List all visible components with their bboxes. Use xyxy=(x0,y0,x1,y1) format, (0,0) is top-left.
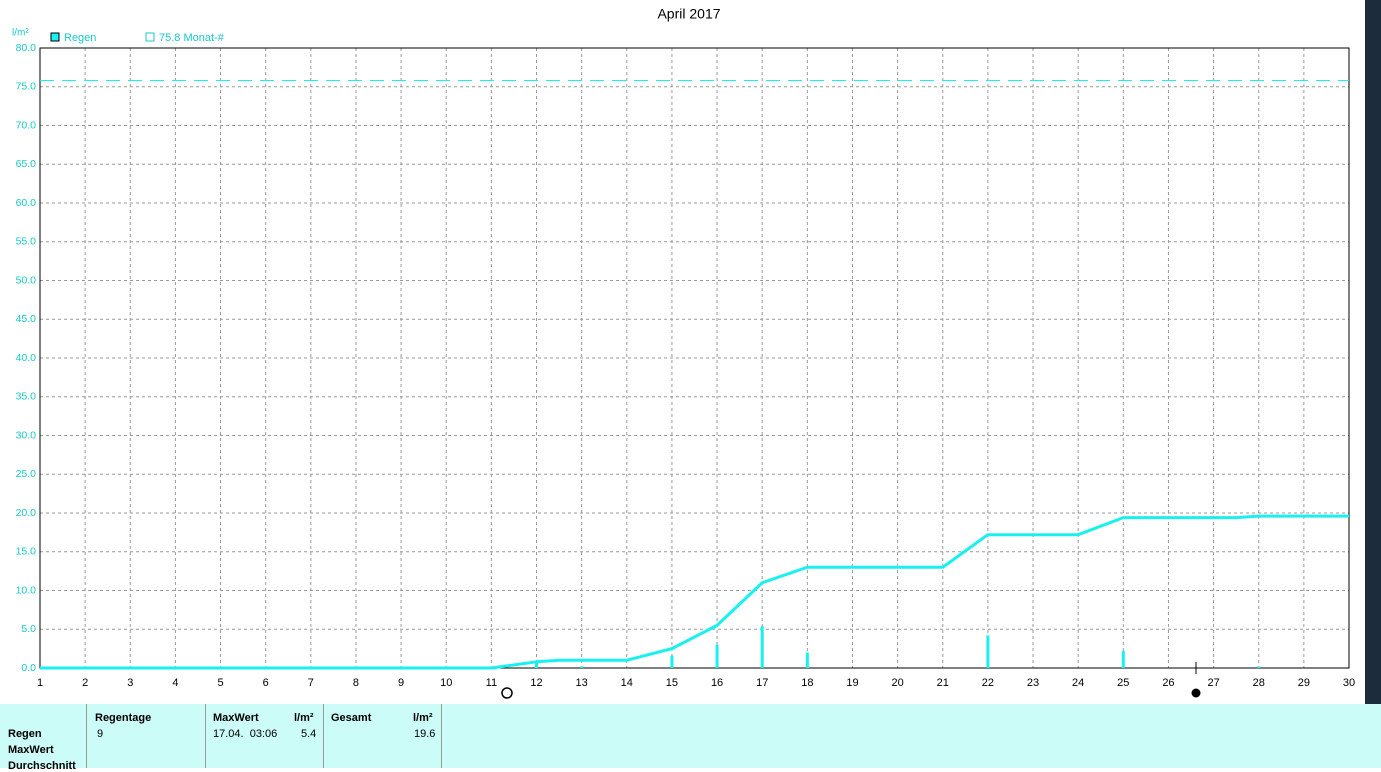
x-tick-label: 5 xyxy=(217,677,223,689)
bar xyxy=(986,635,990,668)
x-tick-label: 17 xyxy=(756,677,768,689)
bar xyxy=(535,661,539,668)
bar xyxy=(760,626,764,668)
x-tick-label: 12 xyxy=(530,677,542,689)
x-tick-label: 16 xyxy=(711,677,723,689)
legend-swatch xyxy=(145,32,155,42)
window-edge xyxy=(1365,0,1381,704)
y-tick-label: 5.0 xyxy=(21,623,36,635)
y-tick-label: 80.0 xyxy=(16,42,37,54)
y-tick-label: 60.0 xyxy=(16,197,37,209)
x-tick-label: 20 xyxy=(891,677,903,689)
x-tick-label: 13 xyxy=(576,677,588,689)
x-tick-label: 27 xyxy=(1207,677,1219,689)
bar xyxy=(715,644,719,668)
x-tick-label: 8 xyxy=(353,677,359,689)
chart: April 2017 l/m² Regen 75.8 Monat-# 0.0 5.… xyxy=(12,0,1381,704)
x-tick-label: 11 xyxy=(486,677,497,689)
bar xyxy=(670,655,674,668)
legend-swatch xyxy=(50,32,60,42)
y-axis-label: l/m² xyxy=(12,28,29,39)
bar xyxy=(1121,650,1125,668)
column-header: Gesamt xyxy=(331,712,372,724)
x-tick-label: 28 xyxy=(1253,677,1265,689)
stats-panel: Regen MaxWert Durchschnitt Regentage Max… xyxy=(0,704,1381,772)
x-tick-label: 23 xyxy=(1027,677,1039,689)
y-tick-label: 35.0 xyxy=(16,391,37,403)
x-tick-label: 30 xyxy=(1343,677,1355,689)
x-tick-label: 22 xyxy=(982,677,994,689)
y-tick-label: 30.0 xyxy=(16,429,37,441)
y-tick-label: 40.0 xyxy=(16,352,37,364)
chart-title: April 2017 xyxy=(657,6,720,22)
cell: 5.4 xyxy=(301,728,317,740)
x-tick-label: 9 xyxy=(398,677,404,689)
legend-label: 75.8 Monat-# xyxy=(159,32,225,44)
y-tick-label: 65.0 xyxy=(16,158,37,170)
x-tick-label: 15 xyxy=(666,677,678,689)
x-tick-label: 3 xyxy=(127,677,133,689)
cell: 9 xyxy=(97,728,104,740)
y-tick-label: 15.0 xyxy=(16,546,37,558)
x-tick-label: 4 xyxy=(172,677,178,689)
y-tick-label: 50.0 xyxy=(16,274,37,286)
x-tick-label: 10 xyxy=(440,677,452,689)
bar xyxy=(1257,666,1261,668)
y-tick-label: 0.0 xyxy=(21,662,36,674)
row-label: Regen xyxy=(8,728,42,740)
cell: 19.6 xyxy=(414,728,436,740)
x-tick-label: 18 xyxy=(801,677,813,689)
row-label: MaxWert xyxy=(8,744,54,756)
column-header: MaxWert xyxy=(213,712,259,724)
bar xyxy=(805,652,809,668)
y-tick-label: 70.0 xyxy=(16,119,37,131)
x-tick-label: 24 xyxy=(1072,677,1084,689)
x-tick-label: 19 xyxy=(846,677,858,689)
column-header: l/m² xyxy=(413,712,433,724)
cell: 17.04. 03:06 xyxy=(213,728,278,740)
plot-frame xyxy=(39,47,1350,669)
x-tick-label: 25 xyxy=(1117,677,1129,689)
row-label: Durchschnitt xyxy=(8,760,76,772)
x-tick-label: 29 xyxy=(1298,677,1310,689)
legend-label: Regen xyxy=(64,32,96,44)
column-header: l/m² xyxy=(294,712,314,724)
y-tick-label: 45.0 xyxy=(16,313,37,325)
y-tick-label: 75.0 xyxy=(16,81,37,93)
x-tick-label: 14 xyxy=(621,677,633,689)
column-header: Regentage xyxy=(95,712,152,724)
y-tick-label: 10.0 xyxy=(16,584,37,596)
x-tick-label: 2 xyxy=(82,677,88,689)
bar xyxy=(580,666,584,668)
x-tick-label: 6 xyxy=(263,677,269,689)
x-tick-label: 7 xyxy=(308,677,314,689)
moon-icon xyxy=(501,687,513,699)
y-tick-label: 55.0 xyxy=(16,236,37,248)
line-series xyxy=(40,514,1349,670)
moon-icon xyxy=(1191,688,1201,698)
y-tick-label: 20.0 xyxy=(16,507,37,519)
x-tick-label: 1 xyxy=(37,677,43,689)
x-tick-label: 21 xyxy=(937,677,949,689)
y-tick-label: 25.0 xyxy=(16,468,37,480)
x-tick-label: 26 xyxy=(1162,677,1174,689)
